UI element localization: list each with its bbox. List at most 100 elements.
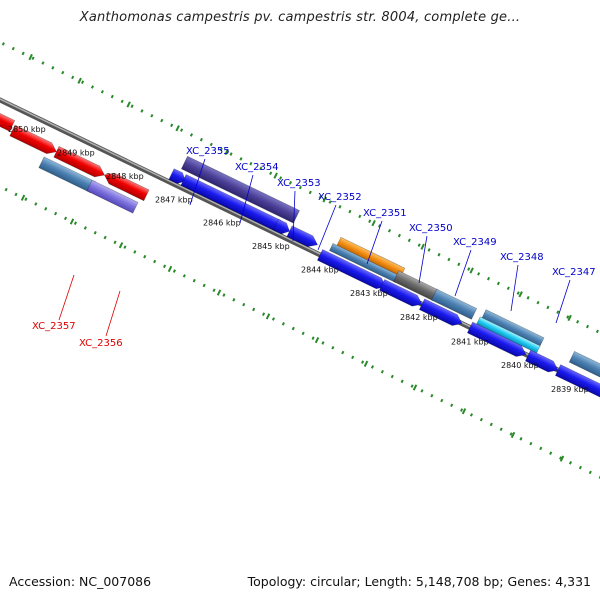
ruler-major-tick bbox=[510, 431, 516, 439]
ruler-major-tick bbox=[469, 267, 474, 274]
ruler-tick-label: 2843 kbp bbox=[350, 289, 388, 298]
gene-label: XC_2356 bbox=[79, 338, 123, 349]
ruler-major-tick bbox=[518, 291, 523, 298]
ruler-tick-label: 2849 kbp bbox=[57, 148, 95, 157]
rna-feature-shape bbox=[568, 350, 600, 387]
gene-leader-line bbox=[58, 274, 75, 321]
cds-forward-shape bbox=[393, 270, 440, 302]
rna-feature-shape bbox=[431, 288, 478, 320]
map-title: Xanthomonas campestris pv. campestris st… bbox=[79, 10, 521, 25]
cds-reverse bbox=[53, 145, 105, 178]
rna-feature bbox=[38, 156, 97, 194]
gene-leader-line bbox=[189, 158, 206, 206]
rna-feature bbox=[431, 288, 478, 320]
ruler-tick-label: 2844 kbp bbox=[301, 265, 339, 274]
ruler-tick-label: 2841 kbp bbox=[451, 337, 489, 346]
cds-forward-shape bbox=[418, 298, 463, 326]
gene-label: XC_2357 bbox=[32, 321, 76, 332]
ruler-tick-label: 2839 kbp bbox=[551, 385, 589, 394]
ruler-major-tick bbox=[175, 125, 180, 132]
gene-label: XC_2347 bbox=[552, 267, 596, 278]
cds-forward bbox=[524, 349, 559, 373]
cds-forward bbox=[476, 316, 541, 354]
ruler-tick-label: 2845 kbp bbox=[252, 242, 290, 251]
ruler-tick-label: 2842 kbp bbox=[400, 313, 438, 322]
cds-forward bbox=[466, 321, 527, 357]
cds-reverse-shape bbox=[53, 145, 105, 178]
cds-reverse bbox=[9, 124, 57, 154]
genome-summary: Topology: circular; Length: 5,148,708 bp… bbox=[247, 574, 591, 589]
ruler-tick-label: 2840 kbp bbox=[501, 361, 539, 370]
gene-label: XC_2348 bbox=[500, 252, 544, 263]
ruler-major-tick bbox=[371, 219, 376, 227]
cds-forward bbox=[393, 270, 440, 302]
cds-forward-shape bbox=[554, 364, 600, 400]
ruler-major-tick bbox=[126, 101, 131, 108]
cds-forward bbox=[168, 168, 186, 184]
ruler-major-tick bbox=[28, 53, 33, 61]
gene-leader-line bbox=[292, 190, 296, 242]
cds-forward-shape bbox=[466, 321, 527, 357]
gene-leader-line bbox=[555, 279, 571, 324]
feature-layer bbox=[0, 94, 600, 400]
gene-leader-line bbox=[454, 249, 472, 297]
cds-reverse bbox=[103, 172, 150, 202]
gene-label: XC_2355 bbox=[186, 146, 230, 157]
ruler-major-tick bbox=[363, 360, 369, 367]
cds-forward bbox=[418, 298, 463, 326]
ruler-major-tick bbox=[567, 314, 572, 322]
gene-label: XC_2351 bbox=[363, 208, 407, 219]
gene-leader-line bbox=[418, 235, 428, 284]
cds-reverse-shape bbox=[9, 124, 57, 154]
ruler-major-tick bbox=[559, 455, 565, 462]
ruler-tick-label: 2850 kbp bbox=[8, 125, 46, 134]
gene-label: XC_2349 bbox=[453, 237, 497, 248]
cds-forward bbox=[272, 218, 290, 235]
ruler-major-tick bbox=[77, 77, 82, 84]
ruler-major-tick bbox=[224, 148, 229, 156]
ruler-major-tick bbox=[167, 265, 173, 273]
gene-label: XC_2353 bbox=[277, 178, 321, 189]
gene-label: XC_2352 bbox=[318, 192, 362, 203]
accession-label: Accession: NC_007086 bbox=[9, 574, 152, 589]
cds-forward-shape bbox=[476, 316, 541, 354]
ruler-tick-label: 2848 kbp bbox=[106, 172, 144, 181]
cds-forward-shape bbox=[524, 349, 559, 373]
gene-leader-line bbox=[105, 290, 121, 337]
ruler-major-tick bbox=[412, 384, 418, 391]
cds-forward-shape bbox=[168, 168, 186, 184]
ruler-tick-label: 2846 kbp bbox=[203, 218, 241, 227]
rna-feature-shape bbox=[38, 156, 97, 194]
gene-leader-line bbox=[317, 204, 337, 251]
ruler-major-tick bbox=[420, 243, 425, 250]
gene-leader-line bbox=[239, 174, 254, 224]
cds-forward bbox=[378, 279, 423, 307]
gene-leader-line bbox=[510, 264, 519, 312]
ruler-major-tick bbox=[273, 172, 278, 179]
gene-label: XC_2354 bbox=[235, 162, 279, 173]
ruler-major-tick bbox=[322, 196, 327, 203]
gene-label: XC_2350 bbox=[409, 223, 453, 234]
gene-leader-line bbox=[366, 220, 383, 265]
cds-forward bbox=[286, 225, 318, 248]
cds-forward-shape bbox=[272, 218, 290, 235]
cds-forward-shape bbox=[378, 279, 423, 307]
cds-reverse-shape bbox=[0, 94, 16, 132]
cds-reverse-shape bbox=[103, 172, 150, 202]
cds-forward-shape bbox=[286, 225, 318, 248]
ruler-tick-label: 2847 kbp bbox=[155, 195, 193, 204]
cds-forward bbox=[554, 364, 600, 400]
rna-feature bbox=[568, 350, 600, 387]
ruler-major-tick bbox=[69, 218, 75, 225]
label-layer: 2850 kbp 2849 kbp 2848 kbp 2847 kbp 2846 kbp… bbox=[8, 125, 596, 394]
ruler-major-tick bbox=[461, 408, 467, 415]
ruler-major-tick bbox=[314, 336, 320, 344]
ruler-major-tick bbox=[216, 289, 222, 296]
ruler-major-tick bbox=[118, 242, 124, 249]
cds-reverse bbox=[86, 179, 139, 214]
ruler-major-tick bbox=[20, 194, 26, 201]
cds-reverse-shape bbox=[86, 179, 139, 214]
ruler-ring-inner bbox=[0, 184, 600, 479]
ruler-major-tick bbox=[265, 313, 271, 320]
